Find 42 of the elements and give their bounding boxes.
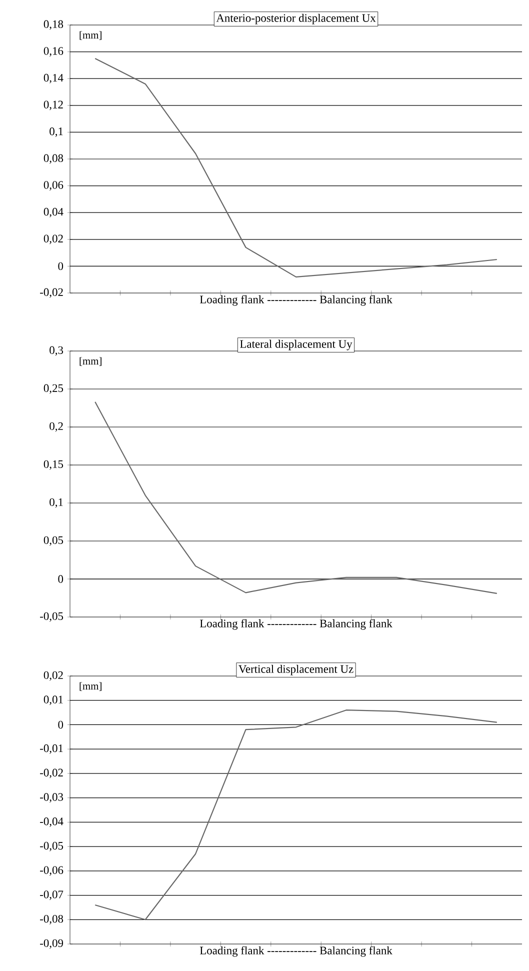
- line-series: [94, 401, 498, 594]
- y-tick-label: 0,1: [50, 498, 63, 508]
- line-series: [94, 710, 498, 920]
- y-tick-label: 0,04: [44, 208, 64, 218]
- y-tick-label: 0,25: [44, 384, 64, 394]
- chart-title: Vertical displacement Uz: [238, 664, 354, 676]
- y-tick-label: 0,16: [44, 47, 64, 56]
- y-tick-label: 0,1: [50, 128, 63, 137]
- y-tick-label: 0,05: [44, 536, 64, 546]
- y-axis-title: [mm]: [80, 682, 102, 691]
- y-tick-label: -0,07: [40, 890, 64, 900]
- y-tick-label: -0,03: [40, 793, 64, 803]
- y-tick-label: 0: [58, 720, 64, 729]
- y-tick-label: 0,12: [44, 100, 63, 110]
- y-tick-label: 0,14: [44, 74, 64, 84]
- x-axis-title: Loading flank ------------- Balancing flank: [200, 619, 392, 630]
- y-tick-label: 0,18: [44, 20, 64, 30]
- y-axis-title: [mm]: [80, 31, 102, 40]
- y-tick-label: -0,06: [40, 866, 64, 876]
- y-tick-label: 0: [58, 262, 64, 270]
- y-tick-label: -0,05: [40, 612, 64, 622]
- y-tick-label: -0,04: [40, 818, 64, 827]
- x-axis-title: Loading flank ------------- Balancing flank: [200, 946, 392, 957]
- chart-title: Anterio-posterior displacement Ux: [216, 14, 376, 24]
- y-tick-label: -0,02: [40, 768, 63, 778]
- chart-title: Lateral displacement Uy: [240, 340, 352, 350]
- y-tick-label: 0,01: [44, 696, 63, 706]
- y-tick-label: 0: [58, 575, 64, 583]
- y-tick-label: 0,2: [50, 422, 63, 432]
- y-tick-label: 0,02: [44, 234, 63, 244]
- y-tick-label: -0,01: [40, 744, 63, 754]
- x-axis-title: Loading flank ------------- Balancing flank: [200, 295, 392, 306]
- y-tick-label: 0,06: [44, 181, 64, 190]
- y-tick-label: 0,02: [44, 671, 63, 681]
- y-axis-title: [mm]: [80, 357, 102, 366]
- y-tick-label: -0,09: [40, 939, 64, 949]
- y-tick-label: -0,02: [40, 288, 63, 298]
- y-tick-label: 0,3: [50, 346, 64, 356]
- y-tick-label: 0,15: [44, 460, 64, 470]
- y-tick-label: -0,05: [40, 842, 64, 852]
- y-tick-label: 0,08: [44, 154, 64, 164]
- y-tick-label: -0,08: [40, 914, 64, 924]
